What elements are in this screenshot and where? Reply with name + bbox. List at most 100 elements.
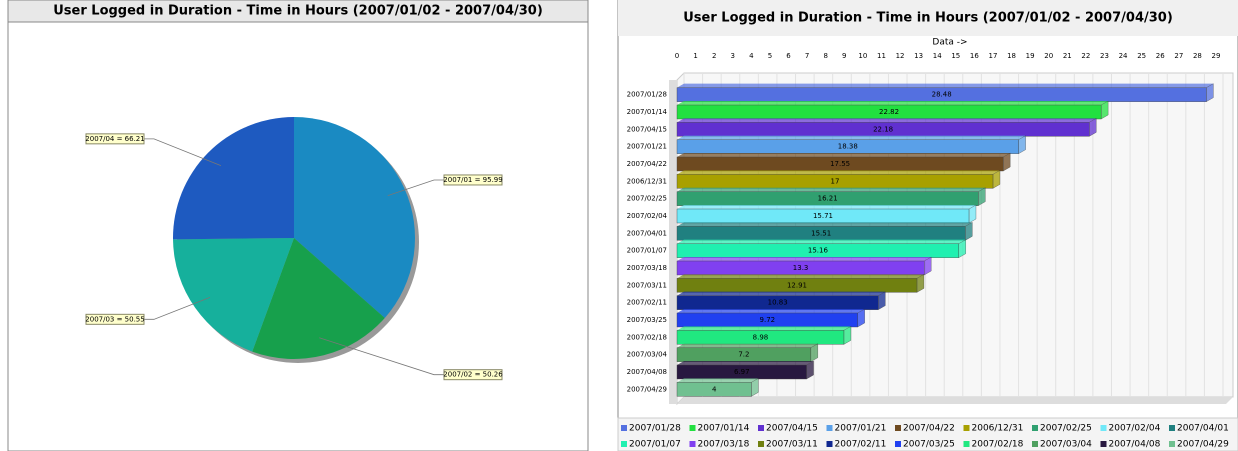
- bar-top: [677, 135, 1026, 140]
- y-tick-label: 2007/02/18: [627, 333, 667, 341]
- x-tick-label: 8: [823, 52, 827, 60]
- legend-label: 2007/01/07: [629, 440, 681, 450]
- legend-label: 2007/03/11: [766, 440, 818, 450]
- y-tick-label: 2007/04/22: [627, 160, 667, 168]
- x-tick-label: 1: [693, 52, 697, 60]
- legend-label: 2007/02/04: [1109, 424, 1161, 434]
- legend-label: 2006/12/31: [972, 424, 1024, 434]
- legend-swatch: [621, 425, 627, 431]
- pie-slice: [294, 117, 415, 318]
- leader-line: [144, 296, 211, 320]
- leader-line: [319, 337, 444, 376]
- legend-label: 2007/04/08: [1109, 440, 1161, 450]
- x-tick-label: 5: [768, 52, 772, 60]
- x-tick-label: 19: [1026, 52, 1035, 60]
- legend-swatch: [1100, 441, 1107, 447]
- legend-swatch: [1169, 425, 1175, 431]
- legend-label: 2007/04/15: [766, 424, 818, 434]
- x-tick-label: 23: [1100, 52, 1109, 60]
- bar-top: [677, 257, 932, 261]
- data-label: 15.51: [811, 229, 831, 237]
- x-tick-label: 27: [1174, 52, 1183, 60]
- x-tick-label: 25: [1137, 52, 1146, 60]
- legend-label: 2007/01/28: [629, 424, 681, 434]
- x-tick-label: 3: [731, 52, 735, 60]
- bar-top: [677, 291, 886, 296]
- legend-swatch: [963, 441, 970, 447]
- bar-top: [677, 239, 966, 244]
- bar-top: [677, 361, 814, 365]
- x-tick-label: 2: [712, 52, 716, 60]
- legend-swatch: [1169, 441, 1175, 447]
- legend-swatch: [963, 425, 970, 431]
- x-tick-label: 22: [1081, 52, 1090, 60]
- data-label: 2007/02 = 50.26: [443, 371, 503, 379]
- y-tick-label: 2007/01/14: [627, 108, 668, 116]
- legend-swatch: [1100, 425, 1107, 431]
- x-tick-label: 16: [970, 52, 979, 60]
- y-tick-label: 2007/03/25: [627, 316, 667, 324]
- legend-area: [617, 417, 1238, 451]
- y-tick-label: 2007/02/25: [627, 195, 667, 203]
- x-tick-label: 17: [989, 52, 998, 60]
- legend-label: 2007/02/11: [835, 440, 887, 450]
- leader-line: [144, 138, 222, 167]
- x-tick-label: 6: [786, 52, 791, 60]
- legend-label: 2007/04/29: [1177, 440, 1229, 450]
- leader-line: [387, 179, 444, 197]
- bar-top: [677, 101, 1109, 105]
- data-label: 15.71: [813, 212, 833, 220]
- legend-swatch: [689, 425, 696, 431]
- x-tick-label: 10: [858, 52, 867, 60]
- x-tick-label: 4: [749, 52, 754, 60]
- data-label: 10.83: [768, 299, 788, 307]
- data-label: 2007/03 = 50.55: [85, 315, 144, 323]
- y-tick-label: 2007/03/11: [627, 281, 667, 289]
- x-tick-label: 0: [675, 52, 679, 60]
- x-tick-label: 20: [1044, 52, 1053, 60]
- bar-top: [677, 170, 1000, 175]
- legend-swatch: [826, 425, 833, 431]
- pie-title: User Logged in Duration - Time in Hours …: [53, 4, 543, 19]
- y-tick-label: 2007/02/11: [627, 299, 667, 307]
- x-tick-label: 9: [842, 52, 846, 60]
- y-tick-label: 2007/04/08: [627, 368, 667, 376]
- x-tick-label: 18: [1007, 52, 1016, 60]
- legend-label: 2007/04/01: [1177, 424, 1229, 434]
- data-label: 4: [712, 385, 717, 393]
- y-tick-label: 2007/04/29: [627, 385, 667, 393]
- x-tick-label: 15: [951, 52, 960, 60]
- bar-top: [677, 309, 865, 313]
- x-tick-label: 13: [914, 52, 923, 60]
- bar-title-bar: [618, 0, 1238, 36]
- legend-swatch: [621, 441, 627, 447]
- bar-title: User Logged in Duration - Time in Hours …: [683, 11, 1173, 26]
- bar-top: [677, 326, 851, 331]
- bar-top: [677, 83, 1214, 88]
- data-label: 9.72: [760, 316, 776, 324]
- data-label: 17: [831, 177, 840, 185]
- legend-label: 2007/02/25: [1040, 424, 1092, 434]
- y-tick-label: 2007/04/15: [627, 125, 667, 133]
- y-tick-label: 2007/01/28: [627, 91, 667, 99]
- data-label: 17.55: [830, 160, 850, 168]
- x-tick-label: 24: [1119, 52, 1128, 60]
- data-label: 7.2: [738, 351, 749, 359]
- legend-label: 2007/01/14: [698, 424, 750, 434]
- y-tick-label: 2007/01/07: [627, 247, 667, 255]
- plot-floor: [677, 397, 1233, 404]
- plot-left-wall: [669, 80, 677, 404]
- bar-top: [677, 153, 1011, 157]
- legend-swatch: [826, 441, 833, 447]
- y-tick-label: 2007/03/04: [627, 351, 668, 359]
- data-label: 22.18: [873, 125, 893, 133]
- data-label: 8.98: [753, 333, 769, 341]
- legend-swatch: [1032, 441, 1038, 447]
- bar: [676, 382, 752, 397]
- x-tick-label: 28: [1193, 52, 1202, 60]
- data-label: 15.16: [808, 247, 829, 255]
- y-tick-label: 2007/03/18: [627, 264, 667, 272]
- y-tick-label: 2007/01/21: [627, 143, 667, 151]
- bar-top: [677, 222, 973, 227]
- y-tick-label: 2007/02/04: [627, 212, 668, 220]
